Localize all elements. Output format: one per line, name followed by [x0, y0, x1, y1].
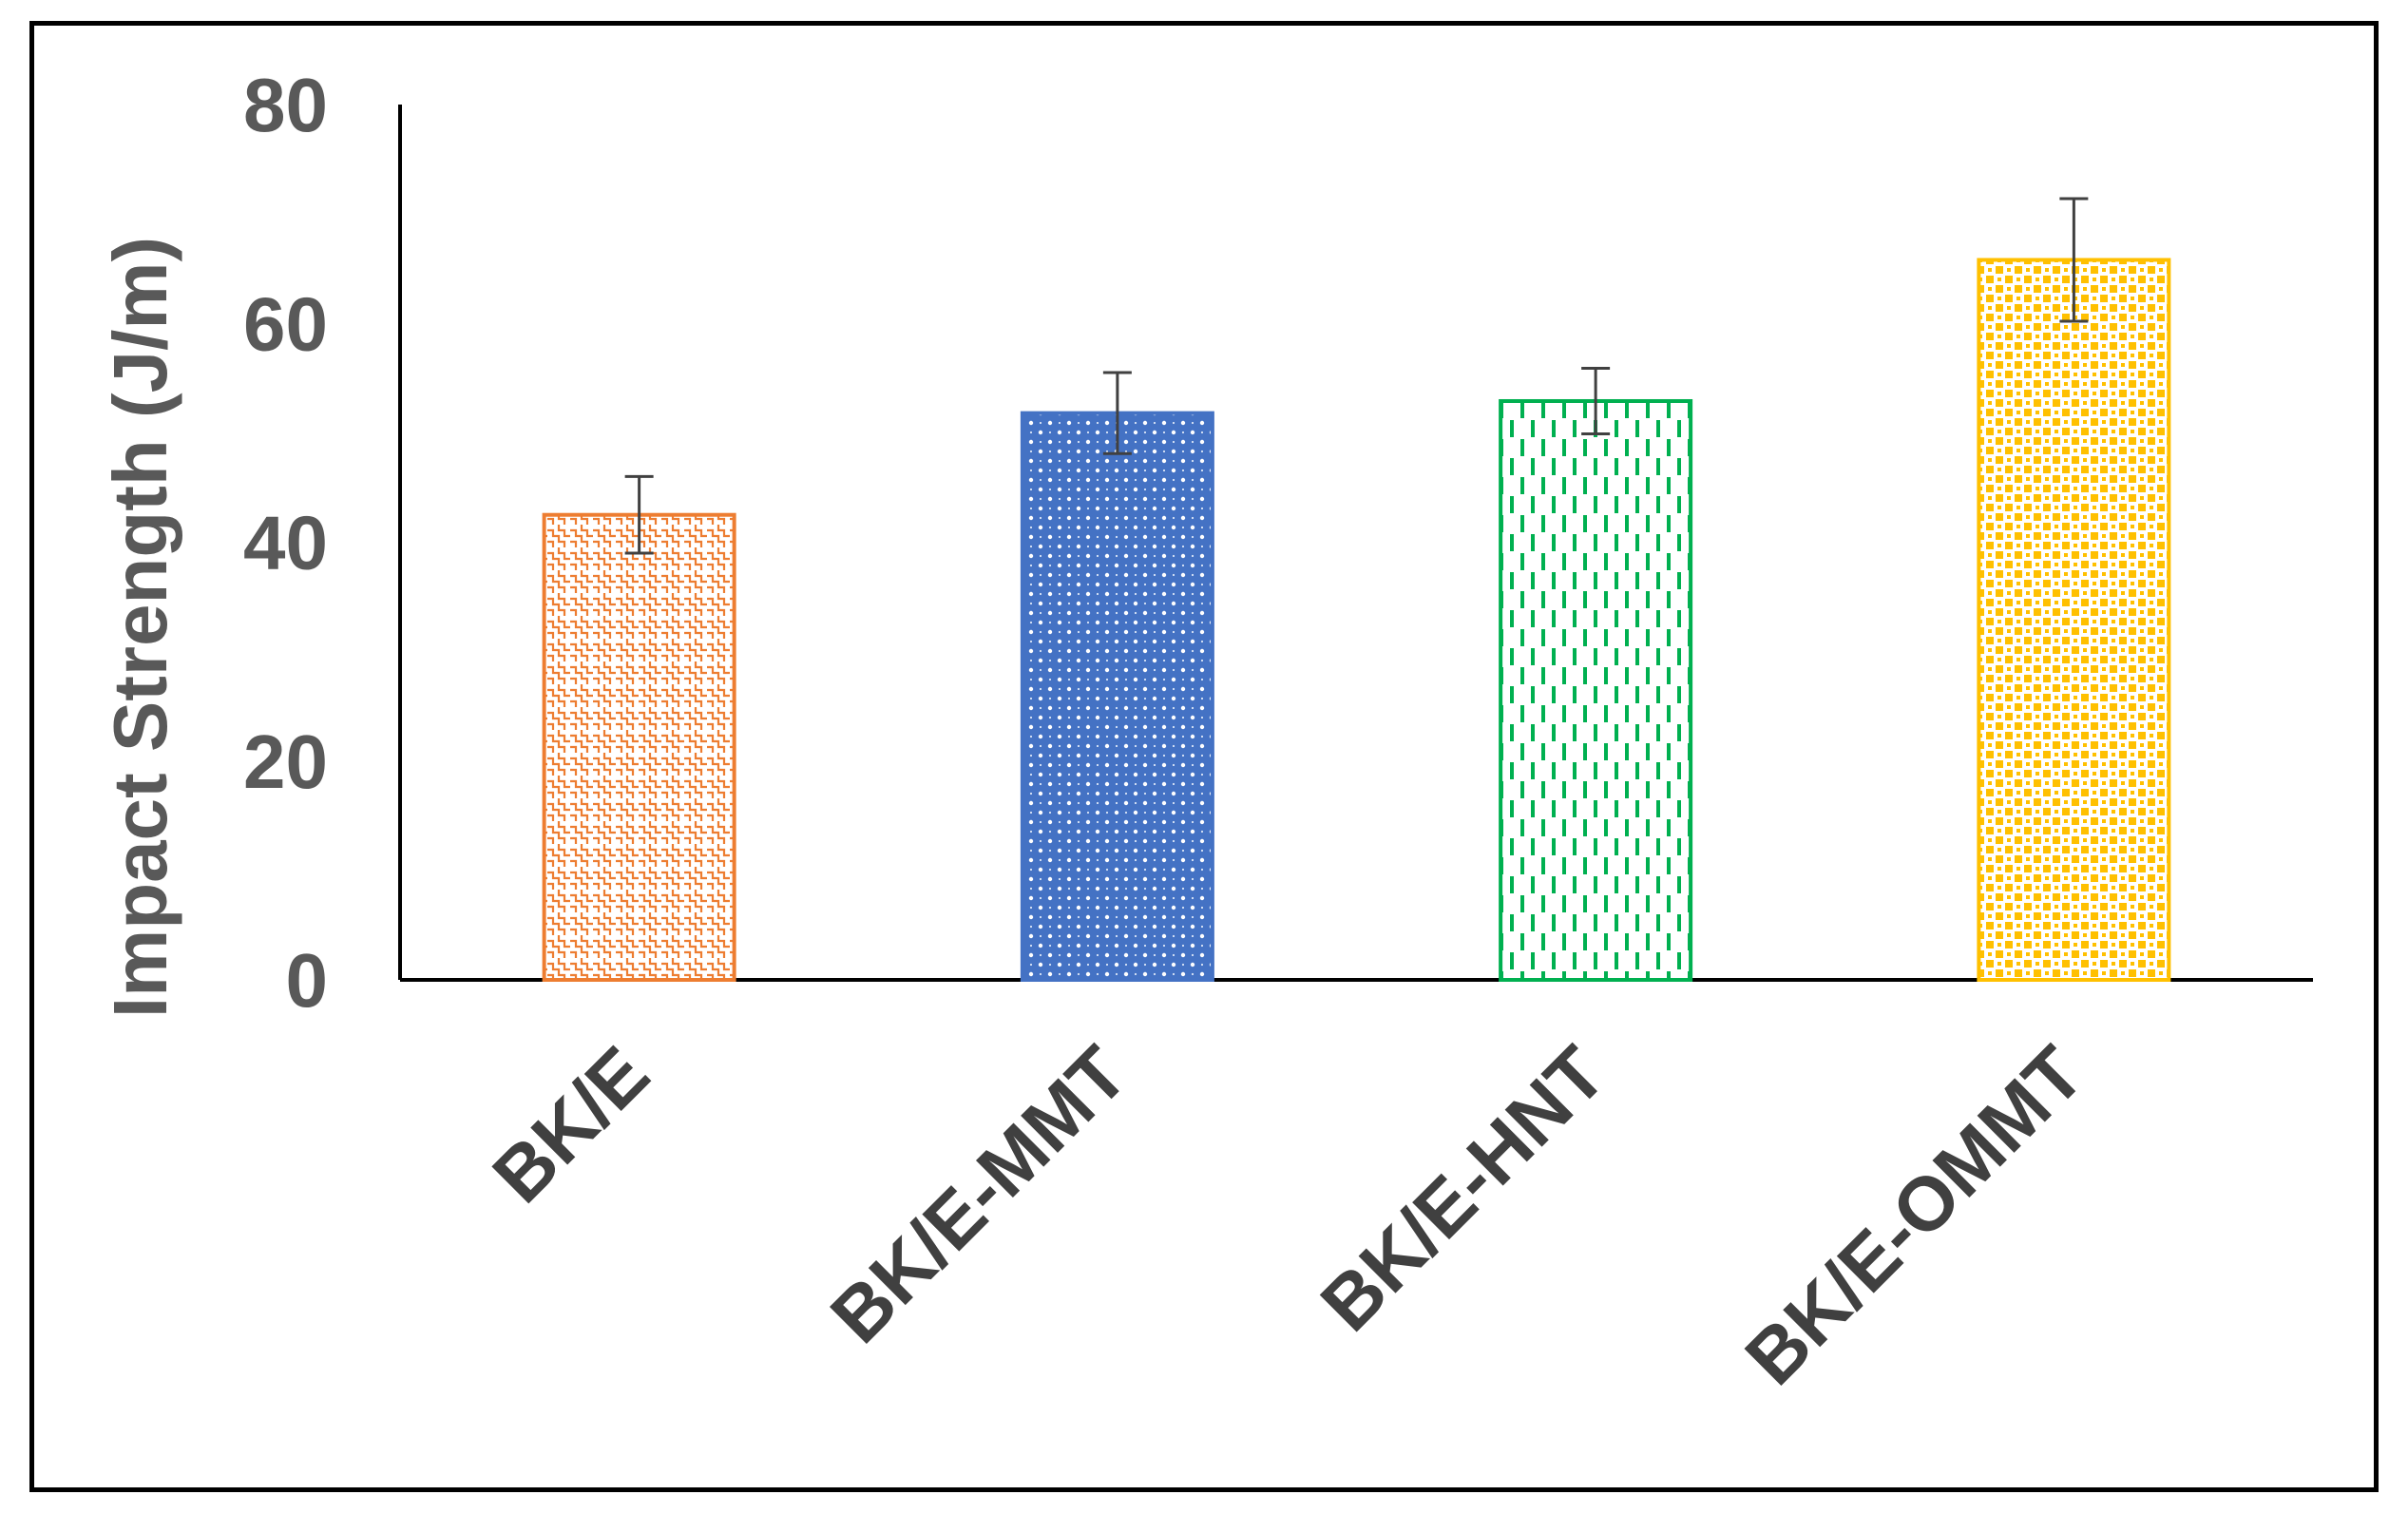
bar-bk-e-hnt: [1499, 398, 1693, 982]
x-category-label: BK/E: [477, 1030, 665, 1218]
error-bar: [624, 474, 654, 555]
bars: [542, 258, 2171, 983]
y-tick-labels: 0 20 40 60 80: [243, 63, 328, 1023]
x-category-label: BK/E-OMMT: [1730, 1030, 2100, 1401]
y-tick-label: 80: [243, 63, 328, 147]
error-bar: [1581, 366, 1611, 436]
bar-bk-e-ommt: [1977, 258, 2171, 983]
y-tick-label: 20: [243, 719, 328, 804]
y-axis-title: Impact Strength (J/m): [98, 237, 182, 1018]
y-tick-label: 0: [286, 938, 329, 1023]
x-category-label: BK/E-MMT: [814, 1030, 1143, 1359]
y-tick-label: 60: [243, 281, 328, 366]
category-labels: BK/E BK/E-MMT BK/E-HNT BK/E-OMMT: [477, 1030, 2100, 1401]
bar-bk-e: [542, 512, 736, 982]
error-bar: [1102, 371, 1132, 455]
x-category-label: BK/E-HNT: [1305, 1030, 1621, 1347]
error-bar: [2059, 197, 2089, 323]
bar-bk-e-mmt: [1020, 411, 1214, 982]
error-bars: [624, 197, 2089, 555]
y-tick-label: 40: [243, 501, 328, 585]
